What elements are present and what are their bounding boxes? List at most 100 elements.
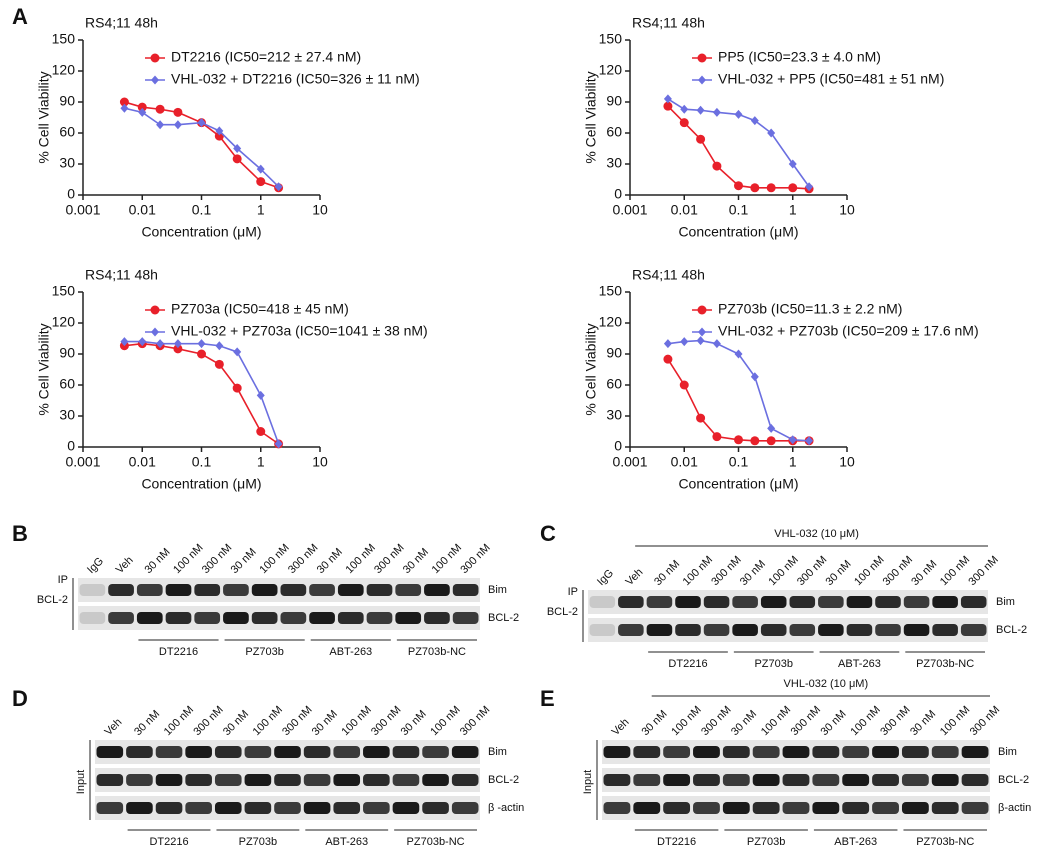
legend-label: VHL-032 + PP5 (IC50=481 ± 51 nM): [718, 71, 944, 87]
blot-band: [126, 802, 153, 814]
lane-label: 30 nM: [399, 708, 429, 738]
blot-band: [732, 624, 758, 636]
lane-label: 100 nM: [669, 704, 703, 738]
lane-label: 100 nM: [162, 704, 196, 738]
legend-label: VHL-032 + PZ703b (IC50=209 ± 17.6 nM): [718, 323, 979, 339]
blot-band: [422, 802, 449, 814]
y-tick-label: 120: [599, 62, 623, 78]
x-tick-label: 10: [839, 454, 855, 470]
data-point: [766, 436, 776, 446]
blot-band: [901, 802, 929, 814]
lane-label: 300 nM: [191, 704, 225, 738]
blot-band: [126, 774, 153, 786]
y-axis-label: % Cell Viability: [583, 323, 599, 415]
row-label: BCL-2: [996, 624, 1027, 636]
data-point: [680, 104, 689, 114]
blot-band: [366, 584, 393, 596]
blot-band: [646, 596, 673, 608]
blot-band: [108, 584, 134, 596]
blot-band: [155, 774, 183, 786]
header-label: VHL-032 (10 μM): [784, 678, 869, 690]
blot-band: [366, 612, 393, 624]
data-point: [173, 339, 182, 349]
legend-label: VHL-032 + PZ703a (IC50=1041 ± 38 nM): [171, 323, 428, 339]
blot-band: [675, 596, 701, 608]
blot-band: [108, 612, 134, 624]
y-tick-label: 90: [59, 345, 75, 361]
x-tick-label: 0.1: [729, 202, 749, 218]
blot-band: [675, 624, 701, 636]
blot-band: [872, 774, 899, 786]
blot-band: [931, 802, 959, 814]
x-axis-label: Concentration (μM): [678, 476, 798, 492]
data-point: [712, 161, 722, 171]
lane-label: 100 nM: [681, 554, 715, 588]
data-point: [138, 107, 147, 117]
blot-band: [789, 596, 816, 608]
blot-band: [846, 624, 873, 636]
x-tick-label: 0.1: [729, 454, 749, 470]
blot-band: [155, 746, 183, 758]
blot-band: [812, 746, 840, 758]
blot-band: [96, 746, 124, 758]
blot-band: [422, 774, 449, 786]
blot-band: [165, 584, 192, 596]
lane-label: 100 nM: [257, 542, 291, 576]
lane-label: 300 nM: [881, 554, 915, 588]
data-point: [805, 182, 814, 192]
blot-band: [392, 802, 420, 814]
blot-band: [363, 746, 390, 758]
group-label: PZ703b: [754, 658, 793, 670]
x-tick-label: 10: [312, 454, 328, 470]
blot-band: [722, 746, 750, 758]
data-point: [697, 305, 707, 315]
data-point: [734, 109, 743, 119]
blot-band: [901, 746, 929, 758]
lane-label: IgG: [85, 555, 106, 576]
x-tick-label: 0.01: [671, 454, 698, 470]
group-label: PZ703b-NC: [407, 836, 465, 848]
blot-band: [244, 802, 272, 814]
data-point: [750, 183, 760, 193]
blot-band: [333, 746, 361, 758]
data-point: [274, 439, 283, 449]
lane-label: 300 nM: [966, 554, 1000, 588]
lane-label: 300 nM: [699, 704, 733, 738]
side-label: Input: [75, 770, 87, 794]
data-point: [663, 354, 673, 364]
blot-band: [452, 612, 479, 624]
blot-band: [663, 746, 691, 758]
data-point: [233, 144, 242, 153]
lane-label: 100 nM: [759, 704, 793, 738]
blot-band: [136, 584, 163, 596]
blot-band: [722, 802, 750, 814]
blot-band: [960, 624, 987, 636]
group-label: ABT-263: [838, 658, 881, 670]
data-point: [679, 380, 689, 390]
legend-label: PZ703b (IC50=11.3 ± 2.2 nM): [718, 301, 902, 317]
blot-band: [633, 802, 661, 814]
data-point: [214, 359, 224, 369]
data-point: [734, 435, 743, 445]
y-tick-label: 30: [606, 407, 622, 423]
data-point: [767, 128, 776, 138]
chart-title: RS4;11 48h: [632, 267, 705, 283]
lane-label: Veh: [610, 716, 632, 738]
y-axis-label: % Cell Viability: [36, 71, 52, 163]
blot-band: [303, 774, 331, 786]
x-tick-label: 0.001: [65, 202, 100, 218]
data-point: [150, 53, 160, 63]
lane-label: 30 nM: [819, 708, 849, 738]
y-tick-label: 90: [606, 93, 622, 109]
data-point: [750, 116, 759, 126]
blot-band: [392, 746, 420, 758]
data-point: [215, 126, 224, 136]
blot-band: [337, 612, 364, 624]
row-label: Bim: [488, 584, 507, 596]
data-point: [173, 120, 182, 130]
data-point: [156, 120, 165, 130]
data-point: [696, 134, 706, 144]
chart-title: RS4;11 48h: [85, 15, 158, 31]
row-label: Bim: [996, 596, 1015, 608]
blot-band: [96, 802, 124, 814]
